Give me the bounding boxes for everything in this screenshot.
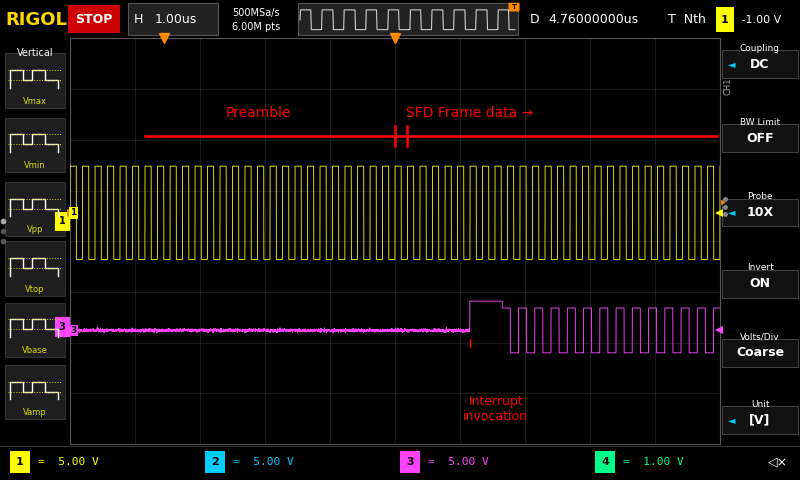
Bar (5, 118, 65, 172)
Bar (298, 3, 518, 35)
Text: -1.00 V: -1.00 V (738, 15, 782, 25)
Text: Vmax: Vmax (23, 96, 47, 106)
Bar (5, 241, 65, 296)
Text: Coarse: Coarse (736, 347, 784, 360)
Text: T: T (511, 3, 517, 10)
Bar (722, 339, 798, 367)
Text: OFF: OFF (746, 132, 774, 145)
Text: SFD Frame data →: SFD Frame data → (406, 107, 534, 120)
Bar (5, 53, 65, 108)
Text: Vertical: Vertical (17, 48, 54, 58)
Text: Probe: Probe (747, 192, 773, 201)
Text: Volts/Div: Volts/Div (740, 333, 780, 342)
Text: Vamp: Vamp (23, 408, 47, 417)
Text: ◄: ◄ (728, 415, 735, 425)
Text: CH1: CH1 (723, 78, 733, 96)
Bar (128, 3, 218, 35)
Text: 4.76000000us: 4.76000000us (548, 13, 638, 26)
Text: 3: 3 (406, 457, 414, 467)
Bar (716, 7, 734, 32)
Text: 3: 3 (58, 322, 66, 332)
Text: =  5.00 V: = 5.00 V (428, 457, 489, 467)
Bar (722, 407, 798, 434)
Text: STOP: STOP (75, 13, 113, 26)
Text: DC: DC (750, 58, 770, 71)
Text: ◄: ◄ (728, 59, 735, 69)
Text: =  1.00 V: = 1.00 V (623, 457, 684, 467)
Text: =  5.00 V: = 5.00 V (38, 457, 98, 467)
Text: 1.00us: 1.00us (155, 13, 198, 26)
Text: 10X: 10X (746, 206, 774, 219)
Text: ◁×: ◁× (768, 456, 788, 468)
Text: Vpp: Vpp (26, 225, 43, 234)
Bar (55, 212, 70, 231)
Text: 1: 1 (721, 15, 729, 25)
Text: H: H (134, 13, 143, 26)
Bar (5, 302, 65, 357)
Text: [V]: [V] (750, 414, 770, 427)
Text: 6.00M pts: 6.00M pts (232, 23, 280, 33)
Bar (595, 451, 615, 473)
Text: Invert: Invert (746, 264, 774, 273)
Bar (722, 50, 798, 78)
Bar (55, 317, 70, 337)
Text: 4: 4 (601, 457, 609, 467)
Text: Unit: Unit (750, 400, 770, 409)
Text: Vbase: Vbase (22, 346, 48, 355)
Text: =  5.00 V: = 5.00 V (233, 457, 294, 467)
Text: 1: 1 (16, 457, 24, 467)
Bar (5, 365, 65, 419)
Text: RIGOL: RIGOL (5, 11, 67, 29)
Text: Coupling: Coupling (740, 44, 780, 53)
Bar (10, 451, 30, 473)
Text: ON: ON (750, 277, 770, 290)
Text: 3: 3 (70, 326, 76, 335)
Bar (5, 182, 65, 236)
Text: Vmin: Vmin (24, 161, 46, 170)
FancyBboxPatch shape (509, 3, 519, 12)
Text: 1: 1 (58, 216, 66, 227)
Bar (722, 199, 798, 227)
Text: 1: 1 (70, 208, 76, 217)
Bar (400, 451, 420, 473)
Text: 2: 2 (211, 457, 219, 467)
Text: 500MSa/s: 500MSa/s (232, 8, 279, 18)
Text: BW Limit: BW Limit (740, 118, 780, 127)
Bar (722, 124, 798, 152)
Text: Interrupt
invocation: Interrupt invocation (463, 396, 528, 423)
Bar (205, 451, 225, 473)
Text: ◄: ◄ (728, 207, 735, 217)
Text: Vtop: Vtop (26, 285, 45, 294)
Bar (68, 5, 120, 33)
Bar (722, 270, 798, 298)
Text: D: D (530, 13, 540, 26)
Text: T  Nth: T Nth (668, 13, 706, 26)
Text: Preamble: Preamble (226, 107, 291, 120)
